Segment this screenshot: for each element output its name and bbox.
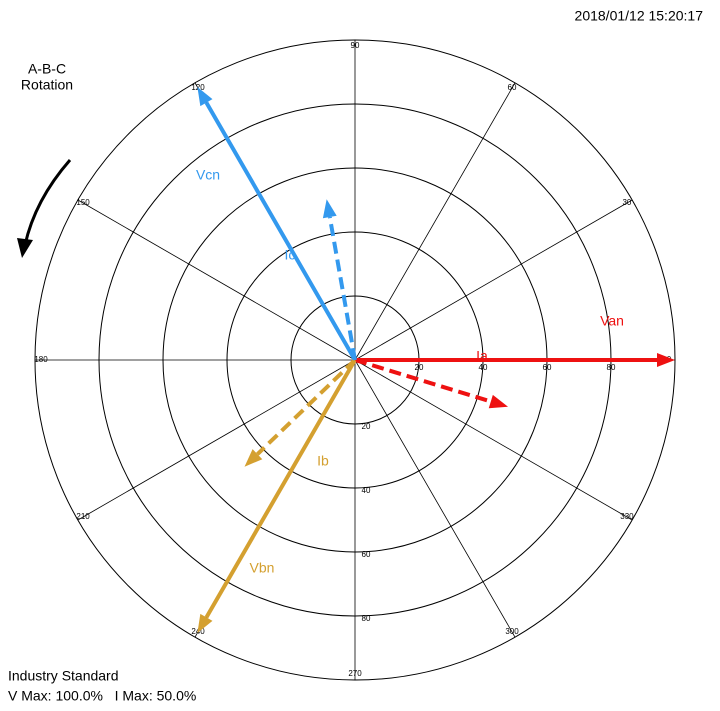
phasor-label: Van [600,313,624,329]
theta-tick-label: 330 [620,512,634,521]
spoke [354,359,633,521]
phasor-head [488,394,509,409]
phasor-shaft [354,358,492,404]
theta-tick-label: 150 [76,198,90,207]
rotation-label: A-B-C [28,61,66,77]
r-tick-label: 40 [479,363,488,372]
rotation-arrow [23,159,72,246]
theta-tick-label: 180 [34,355,48,364]
theta-tick-label: 270 [348,669,362,678]
theta-tick-label: 90 [351,41,360,50]
rotation-arrowhead [17,238,33,258]
spoke [77,359,356,521]
phasor-label: Ic [285,247,296,263]
spoke [354,199,633,361]
phasor [355,353,675,367]
theta-tick-label: 120 [191,83,205,92]
spoke [354,359,516,638]
r-tick-label: 40 [362,486,371,495]
phasor-label: Ib [317,453,329,469]
theta-tick-label: 210 [76,512,90,521]
phasor-label: Ia [476,348,488,364]
phasor-shaft [327,216,357,361]
theta-tick-label: 60 [508,83,517,92]
r-tick-label: 60 [362,550,371,559]
timestamp: 2018/01/12 15:20:17 [575,8,704,24]
r-tick-label: 20 [362,422,371,431]
footer-text: Industry Standard [8,668,119,684]
phasor-label: Vcn [196,167,220,183]
footer-text: V Max: 100.0% I Max: 50.0% [8,688,196,704]
phasor-shaft [204,358,357,619]
r-tick-label: 20 [415,363,424,372]
phasor-shaft [256,358,357,456]
phasor-head [197,87,213,107]
phasor-head [657,353,675,367]
theta-tick-label: 30 [622,198,631,207]
phasor [244,358,357,467]
r-tick-label: 60 [543,363,552,372]
r-tick-label: 80 [362,614,371,623]
spoke [354,82,516,361]
phasor-head [322,199,337,219]
phasor [197,358,357,633]
r-tick-label: 80 [607,363,616,372]
phasor [354,358,509,409]
phasor [322,199,357,361]
phasor-label: Vbn [250,560,275,576]
theta-tick-label: 300 [505,627,519,636]
phasor-head [244,449,263,467]
phasor-shaft [204,101,357,362]
phasor-head [197,613,213,633]
rotation-label: Rotation [21,77,73,93]
phasor [197,87,357,362]
spoke [77,199,356,361]
